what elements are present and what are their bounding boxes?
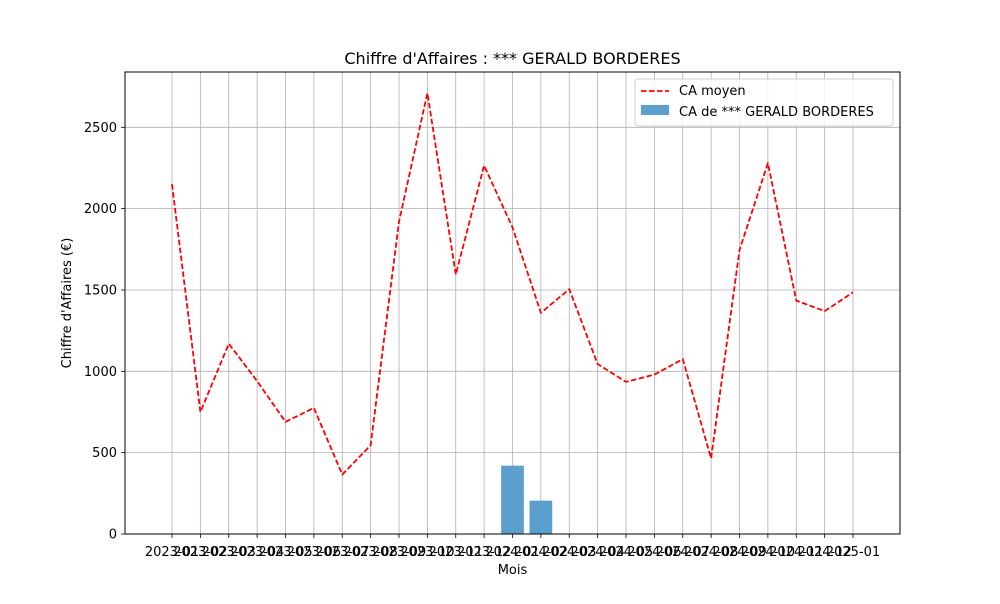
bar <box>530 501 553 534</box>
y-tick-label: 1500 <box>84 283 117 298</box>
y-tick-label: 2000 <box>84 202 117 217</box>
chart-title: Chiffre d'Affaires : *** GERALD BORDERES <box>344 49 680 68</box>
x-tick-label: 2025-01 <box>826 545 880 560</box>
x-axis-label: Mois <box>498 563 528 578</box>
y-tick-label: 500 <box>92 446 117 461</box>
y-tick-label: 1000 <box>84 365 117 380</box>
y-tick-label: 0 <box>109 528 117 543</box>
legend-swatch-ca-client <box>641 105 669 115</box>
y-axis-label: Chiffre d'Affaires (€) <box>60 238 75 369</box>
legend-label-ca-client: CA de *** GERALD BORDERES <box>679 105 874 120</box>
y-tick-label: 2500 <box>84 121 117 136</box>
bar <box>501 466 524 534</box>
legend: CA moyen CA de *** GERALD BORDERES <box>635 79 893 126</box>
legend-label-ca-moyen: CA moyen <box>679 84 746 99</box>
